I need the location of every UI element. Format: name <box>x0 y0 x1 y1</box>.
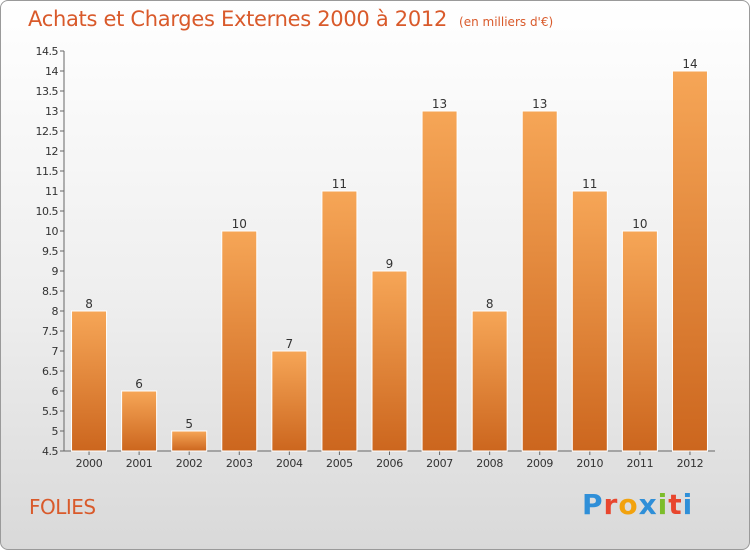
bar-2005 <box>321 190 358 452</box>
x-tick-label-2002: 2002 <box>176 457 203 470</box>
x-tick-label-2000: 2000 <box>76 457 103 470</box>
x-tick-label-2006: 2006 <box>376 457 403 470</box>
data-label-2009: 13 <box>532 97 547 111</box>
y-tick-label: 4.5 <box>42 445 58 458</box>
y-tick-label: 6.5 <box>42 365 58 378</box>
bar-2000 <box>71 310 108 452</box>
x-tick-label-2003: 2003 <box>226 457 253 470</box>
bar-2011 <box>621 230 658 452</box>
y-tick-label: 10.5 <box>36 205 59 218</box>
logo-letter: t <box>668 488 683 521</box>
logo-letter: i <box>682 488 694 521</box>
y-tick-label: 14 <box>45 65 58 78</box>
y-tick-label: 13.5 <box>36 85 59 98</box>
x-tick-label-2011: 2011 <box>626 457 653 470</box>
bar-2003 <box>221 230 258 452</box>
bar-2010 <box>571 190 608 452</box>
data-label-2001: 6 <box>135 377 143 391</box>
y-tick-label: 13 <box>45 105 58 118</box>
x-tick-label-2005: 2005 <box>326 457 353 470</box>
y-tick-label: 11.5 <box>36 165 59 178</box>
data-label-2004: 7 <box>286 337 294 351</box>
bar-2008 <box>471 310 508 452</box>
bar-2006 <box>371 270 408 452</box>
x-tick-label-2009: 2009 <box>526 457 553 470</box>
bar-2012 <box>671 70 708 452</box>
y-tick-label: 8 <box>52 305 59 318</box>
y-tick-label: 12 <box>45 145 58 158</box>
x-tick-label-2004: 2004 <box>276 457 303 470</box>
logo-letter: i <box>657 488 669 521</box>
y-tick-label: 14.5 <box>36 45 59 58</box>
data-label-2006: 9 <box>386 257 394 271</box>
data-label-2005: 11 <box>332 177 347 191</box>
chart-subtitle: (en milliers d'€) <box>459 15 554 29</box>
x-tick-label-2001: 2001 <box>126 457 153 470</box>
logo-letter: x <box>638 488 658 521</box>
y-tick-label: 7.5 <box>42 325 58 338</box>
y-tick-label: 12.5 <box>36 125 59 138</box>
logo-letter: o <box>618 488 639 521</box>
x-tick-label-2010: 2010 <box>576 457 603 470</box>
y-tick-label: 7 <box>52 345 59 358</box>
proxiti-logo[interactable]: Proxiti <box>582 488 693 521</box>
bars: 8 6 5 10 7 11 9 13 8 13 11 10 14 <box>71 57 708 452</box>
commune-name: FOLIES <box>29 495 96 519</box>
data-label-2000: 8 <box>85 297 93 311</box>
bar-2004 <box>271 350 308 452</box>
chart-title-text: Achats et Charges Externes 2000 à 2012 <box>28 7 448 31</box>
y-tick-label: 8.5 <box>42 285 58 298</box>
x-axis: 2000 2001 2002 2003 2004 2005 2006 2007 2008 2009… <box>64 450 715 470</box>
y-tick-label: 5.5 <box>42 405 58 418</box>
y-tick-label: 6 <box>52 385 59 398</box>
bar-2001 <box>121 390 158 452</box>
data-label-2011: 10 <box>632 217 647 231</box>
y-tick-label: 9 <box>52 265 59 278</box>
y-tick-label: 5 <box>52 425 59 438</box>
data-label-2010: 11 <box>582 177 597 191</box>
y-tick-label: 11 <box>45 185 58 198</box>
y-tick-label: 9.5 <box>42 245 58 258</box>
bar-2002 <box>171 430 208 452</box>
data-label-2003: 10 <box>232 217 247 231</box>
x-tick-label-2012: 2012 <box>677 457 704 470</box>
data-label-2008: 8 <box>486 297 494 311</box>
data-label-2007: 13 <box>432 97 447 111</box>
x-tick-label-2007: 2007 <box>426 457 453 470</box>
y-axis: 4.5 5 5.5 6 6.5 7 7.5 8 8.5 9 9.5 10 10.5 11 11.5 12 12.… <box>36 45 65 458</box>
data-label-2002: 5 <box>185 417 193 431</box>
data-label-2012: 14 <box>682 57 697 71</box>
bar-2007 <box>421 110 458 452</box>
chart-title: Achats et Charges Externes 2000 à 2012 (e… <box>28 7 553 31</box>
logo-letter: r <box>603 488 619 521</box>
bar-2009 <box>521 110 558 452</box>
x-tick-label-2008: 2008 <box>476 457 503 470</box>
y-tick-label: 10 <box>45 225 58 238</box>
logo-letter: P <box>582 488 604 521</box>
